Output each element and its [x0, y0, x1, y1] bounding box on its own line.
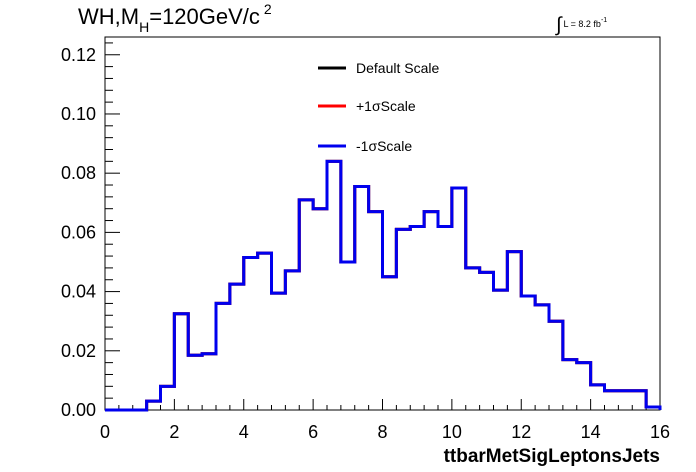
- x-tick-label: 16: [650, 422, 670, 442]
- x-tick-label: 12: [511, 422, 531, 442]
- luminosity-label: ∫ L = 8.2 fb-1: [556, 10, 608, 36]
- legend-label-1: +1σScale: [356, 98, 416, 114]
- title-rest: =120GeV/c: [149, 4, 260, 29]
- luminosity-text: L = 8.2 fb: [563, 19, 601, 29]
- x-tick-label: 8: [377, 422, 387, 442]
- x-tick-label: 6: [308, 422, 318, 442]
- series-line-0: [105, 159, 662, 412]
- integral-symbol: ∫: [556, 14, 562, 36]
- y-tick-label: 0.02: [61, 341, 96, 361]
- x-tick-label: 0: [100, 422, 110, 442]
- title-subscript: H: [139, 19, 150, 35]
- y-tick-label: 0.06: [61, 222, 96, 242]
- x-tick-label: 14: [581, 422, 601, 442]
- legend-label-2: -1σScale: [356, 138, 412, 154]
- series-line-2: [105, 159, 662, 412]
- legend-label-0: Default Scale: [356, 60, 439, 76]
- y-tick-label: 0.00: [61, 400, 96, 420]
- x-tick-label: 2: [169, 422, 179, 442]
- series-line-1: [105, 159, 662, 412]
- y-tick-label: 0.10: [61, 104, 96, 124]
- x-tick-label: 10: [442, 422, 462, 442]
- x-tick-label: 4: [239, 422, 249, 442]
- y-tick-label: 0.08: [61, 163, 96, 183]
- chart-title: WH,MH=120GeV/c 2: [78, 1, 272, 35]
- x-axis-label: ttbarMetSigLeptonsJets: [444, 446, 660, 467]
- y-tick-label: 0.12: [61, 45, 96, 65]
- luminosity-unit-exponent: -1: [600, 17, 608, 24]
- title-superscript: 2: [263, 1, 272, 17]
- y-tick-label: 0.04: [61, 282, 96, 302]
- title-main: WH,M: [78, 4, 140, 29]
